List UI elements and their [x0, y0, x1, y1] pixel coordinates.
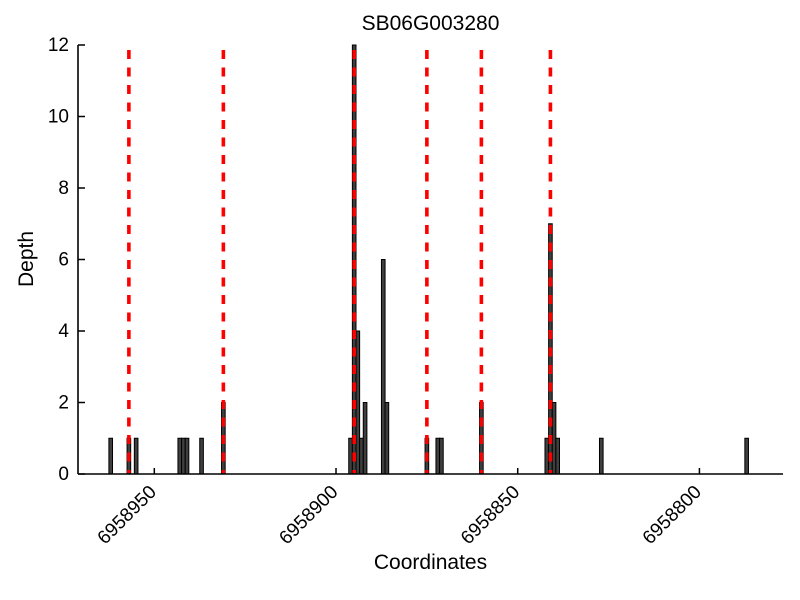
depth-bar — [199, 437, 204, 475]
depth-bar — [555, 437, 560, 475]
y-tick-label: 10 — [48, 107, 69, 128]
x-tick-label: 6958850 — [457, 482, 524, 549]
y-tick-label: 0 — [58, 464, 69, 485]
depth-bar — [362, 402, 368, 475]
depth-bar — [359, 437, 364, 475]
depth-bar — [348, 437, 353, 475]
depth-bar — [598, 437, 604, 475]
depth-bar — [439, 437, 444, 475]
depth-bar — [108, 437, 114, 475]
depth-bar — [544, 437, 550, 475]
x-tick-label: 6958800 — [639, 482, 706, 549]
y-tick-label: 12 — [48, 35, 69, 56]
depth-bar — [355, 330, 361, 475]
depth-bar — [744, 437, 749, 475]
depth-bar — [133, 437, 139, 475]
y-tick-label: 2 — [58, 393, 69, 414]
depth-bar — [551, 402, 557, 475]
depth-bar — [184, 437, 190, 475]
chart-title: SB06G003280 — [361, 12, 500, 35]
depth-bar — [380, 259, 386, 475]
y-tick-label: 6 — [58, 250, 69, 271]
y-tick-label: 4 — [58, 321, 69, 342]
depth-bar — [435, 437, 441, 475]
x-tick-label: 6958900 — [275, 482, 342, 549]
depth-bar — [181, 437, 186, 475]
y-axis-label: Depth — [15, 230, 38, 288]
depth-bar — [177, 437, 183, 475]
y-tick-label: 8 — [58, 178, 69, 199]
x-axis-label: Coordinates — [373, 551, 488, 574]
x-tick-label: 6958950 — [94, 482, 161, 549]
depth-bar — [384, 402, 390, 475]
